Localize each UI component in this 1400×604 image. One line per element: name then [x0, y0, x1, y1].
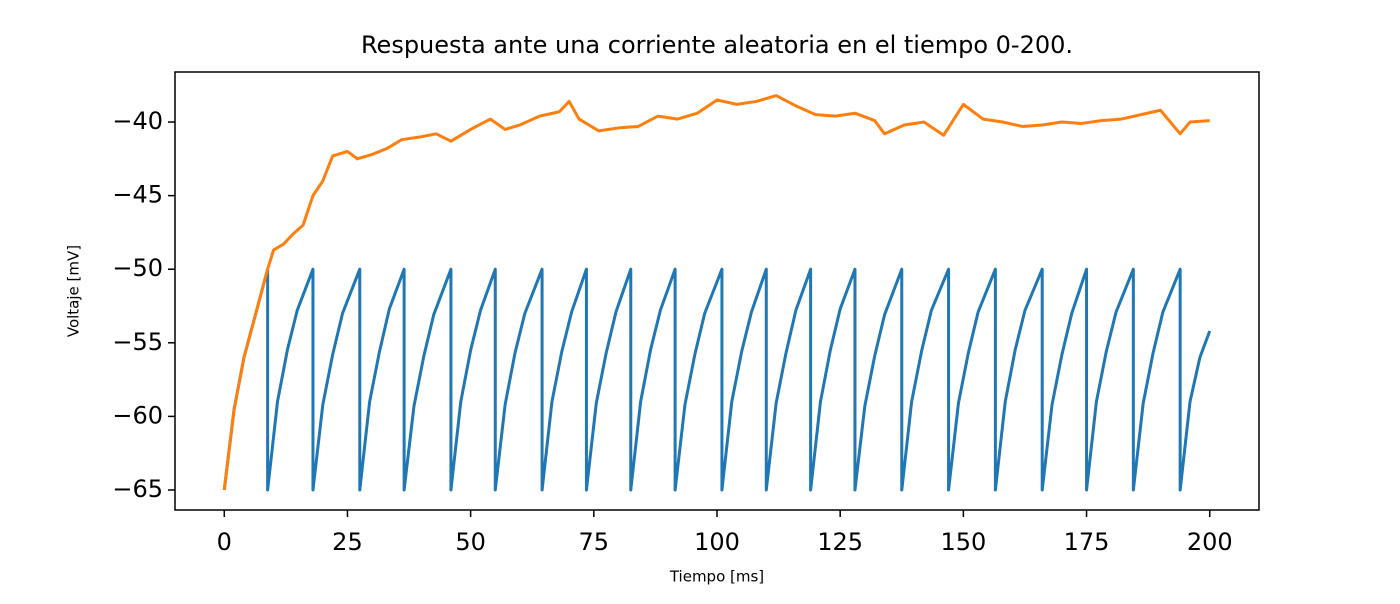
x-tick-label: 125 [817, 528, 863, 556]
x-tick-label: 150 [940, 528, 986, 556]
x-tick-label: 50 [455, 528, 486, 556]
y-tick-label: −60 [112, 401, 163, 429]
x-tick-label: 175 [1064, 528, 1110, 556]
y-tick-label: −40 [112, 107, 163, 135]
x-axis-label: Tiempo [ms] [669, 568, 764, 586]
x-tick-label: 75 [579, 528, 610, 556]
x-tick-label: 0 [217, 528, 232, 556]
y-tick-label: −50 [112, 254, 163, 282]
x-tick-label: 25 [332, 528, 363, 556]
plot-frame [174, 71, 1260, 511]
chart-title: Respuesta ante una corriente aleatoria e… [361, 31, 1073, 59]
y-tick-label: −55 [112, 328, 163, 356]
x-tick-label: 100 [694, 528, 740, 556]
y-tick-label: −65 [112, 475, 163, 503]
y-axis-label: Voltaje [mV] [65, 245, 83, 337]
x-tick-label: 200 [1187, 528, 1233, 556]
y-tick-label: −45 [112, 181, 163, 209]
line-series [222, 267, 1212, 492]
line-series [222, 94, 1210, 491]
